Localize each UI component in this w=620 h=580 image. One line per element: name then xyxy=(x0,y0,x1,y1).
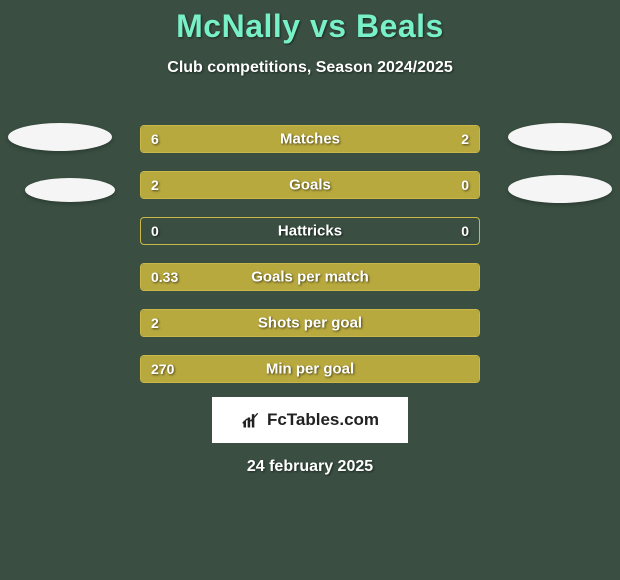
stat-row: 270Min per goal xyxy=(140,355,480,383)
chart-icon xyxy=(241,410,261,430)
player-right-badge-2 xyxy=(508,175,612,203)
subtitle: Club competitions, Season 2024/2025 xyxy=(0,59,620,77)
page-title: McNally vs Beals xyxy=(0,0,620,45)
fctables-logo: FcTables.com xyxy=(212,397,408,443)
stat-label: Goals per match xyxy=(141,269,479,286)
player-left-badge-1 xyxy=(8,123,112,151)
stat-label: Matches xyxy=(141,131,479,148)
snapshot-date: 24 february 2025 xyxy=(0,458,620,476)
stat-row: 0.33Goals per match xyxy=(140,263,480,291)
stat-label: Hattricks xyxy=(141,223,479,240)
logo-text: FcTables.com xyxy=(267,410,379,430)
player-left-badge-2 xyxy=(25,178,115,202)
stat-row: 00Hattricks xyxy=(140,217,480,245)
stat-row: 2Shots per goal xyxy=(140,309,480,337)
stat-row: 20Goals xyxy=(140,171,480,199)
stat-label: Shots per goal xyxy=(141,315,479,332)
comparison-bars: 62Matches 20Goals 00Hattricks 0.33Goals per… xyxy=(140,125,480,401)
stat-row: 62Matches xyxy=(140,125,480,153)
player-right-badge-1 xyxy=(508,123,612,151)
stat-label: Goals xyxy=(141,177,479,194)
stat-label: Min per goal xyxy=(141,361,479,378)
